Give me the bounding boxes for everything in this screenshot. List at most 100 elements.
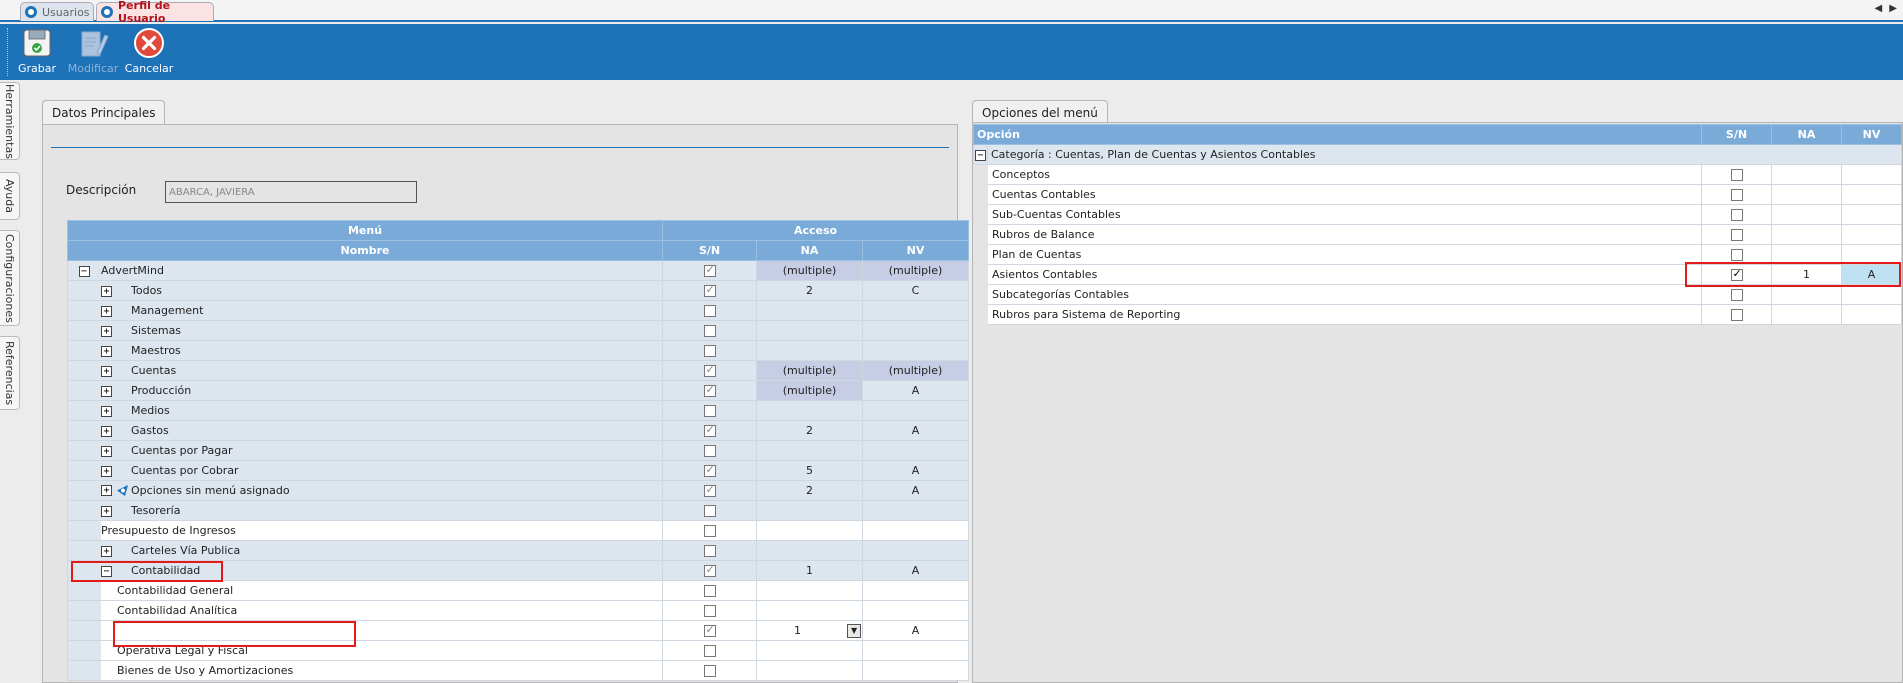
sn-checkbox[interactable] bbox=[1730, 309, 1743, 321]
na-cell[interactable]: 1 bbox=[756, 560, 864, 581]
nv-cell[interactable] bbox=[862, 660, 970, 681]
sn-cell[interactable] bbox=[1701, 264, 1772, 285]
na-cell[interactable] bbox=[1771, 164, 1842, 185]
option-name-cell[interactable]: Cuentas Contables bbox=[987, 184, 1702, 205]
table-row[interactable]: + Cuentas por Cobrar 5 A bbox=[67, 460, 970, 481]
row-name-cell[interactable]: + Cuentas por Pagar bbox=[100, 440, 664, 461]
option-row[interactable]: Subcategorías Contables bbox=[973, 284, 1902, 305]
sn-cell[interactable] bbox=[662, 420, 758, 441]
row-name-cell[interactable]: + Todos bbox=[100, 280, 664, 301]
expand-icon[interactable]: + bbox=[101, 545, 112, 557]
sn-cell[interactable] bbox=[1701, 164, 1772, 185]
sn-checkbox[interactable] bbox=[703, 345, 716, 357]
nv-cell[interactable] bbox=[862, 600, 970, 621]
table-row[interactable]: − Contabilidad 1 A bbox=[67, 560, 970, 581]
nv-cell[interactable] bbox=[862, 300, 970, 321]
table-row[interactable]: Presupuesto de Ingresos bbox=[67, 520, 970, 541]
sn-cell[interactable] bbox=[662, 380, 758, 401]
table-row[interactable]: −AdvertMind (multiple) (multiple) bbox=[67, 260, 970, 281]
row-name-cell[interactable]: Presupuesto de Ingresos bbox=[100, 520, 664, 541]
expand-icon[interactable]: + bbox=[101, 345, 112, 357]
expand-icon[interactable]: + bbox=[101, 505, 112, 517]
na-column-header[interactable]: NA bbox=[1771, 124, 1842, 145]
sn-checkbox[interactable] bbox=[703, 263, 716, 277]
option-name-cell[interactable]: Asientos Contables bbox=[987, 264, 1702, 285]
nv-cell[interactable] bbox=[862, 640, 970, 661]
table-row[interactable]: + Producción (multiple) A bbox=[67, 380, 970, 401]
sn-cell[interactable] bbox=[662, 540, 758, 561]
na-cell[interactable] bbox=[756, 520, 864, 541]
table-row[interactable]: Cuentas, Plan de Cuentas y Asientos Cont… bbox=[67, 620, 970, 641]
nv-cell[interactable] bbox=[862, 340, 970, 361]
nv-cell[interactable] bbox=[862, 500, 970, 521]
sn-checkbox[interactable] bbox=[703, 645, 716, 657]
name-column-header[interactable]: Nombre bbox=[66, 240, 664, 261]
sn-cell[interactable] bbox=[662, 600, 758, 621]
sn-cell[interactable] bbox=[662, 640, 758, 661]
sn-checkbox[interactable] bbox=[703, 623, 716, 637]
expand-icon[interactable]: + bbox=[101, 485, 112, 497]
nv-cell[interactable] bbox=[1841, 204, 1902, 225]
sn-cell[interactable] bbox=[662, 400, 758, 421]
description-field[interactable] bbox=[165, 181, 417, 203]
na-cell[interactable]: (multiple) bbox=[756, 380, 864, 401]
row-name-cell[interactable]: + Carteles Vía Publica bbox=[100, 540, 664, 561]
row-name-cell[interactable]: + Opciones sin menú asignado bbox=[100, 480, 664, 501]
na-cell[interactable]: 2 bbox=[756, 480, 864, 501]
side-tab-herramientas[interactable]: Herramientas bbox=[0, 82, 20, 160]
side-tab-referencias[interactable]: Referencias bbox=[0, 336, 20, 410]
sn-checkbox[interactable] bbox=[703, 405, 716, 417]
side-tab-ayuda[interactable]: Ayuda bbox=[0, 172, 20, 220]
option-row[interactable]: Cuentas Contables bbox=[973, 184, 1902, 205]
nv-cell[interactable] bbox=[1841, 224, 1902, 245]
sn-cell[interactable] bbox=[662, 460, 758, 481]
nv-cell[interactable]: A bbox=[862, 460, 970, 481]
sn-checkbox[interactable] bbox=[703, 505, 716, 517]
na-cell[interactable] bbox=[756, 400, 864, 421]
tab-datos-principales[interactable]: Datos Principales bbox=[42, 100, 166, 124]
expand-icon[interactable]: + bbox=[101, 405, 112, 417]
option-name-cell[interactable]: Sub-Cuentas Contables bbox=[987, 204, 1702, 225]
row-name-cell[interactable]: Bienes de Uso y Amortizaciones bbox=[100, 660, 664, 681]
sn-checkbox[interactable] bbox=[703, 463, 716, 477]
sn-checkbox[interactable] bbox=[1730, 249, 1743, 261]
nv-cell[interactable] bbox=[1841, 164, 1902, 185]
save-button[interactable]: Grabar bbox=[10, 26, 64, 75]
na-cell[interactable]: 1 ▼ bbox=[756, 620, 864, 641]
tab-usuarios[interactable]: Usuarios bbox=[20, 2, 94, 21]
na-cell[interactable] bbox=[756, 300, 864, 321]
na-cell[interactable] bbox=[756, 500, 864, 521]
row-name-cell[interactable]: + Gastos bbox=[100, 420, 664, 441]
na-cell[interactable] bbox=[1771, 284, 1842, 305]
sn-cell[interactable] bbox=[662, 620, 758, 641]
row-name-cell[interactable]: Contabilidad General bbox=[100, 580, 664, 601]
nv-cell[interactable]: A bbox=[862, 480, 970, 501]
expand-icon[interactable]: + bbox=[101, 285, 112, 297]
table-row[interactable]: + Todos 2 C bbox=[67, 280, 970, 301]
nv-cell[interactable] bbox=[862, 540, 970, 561]
sn-cell[interactable] bbox=[662, 260, 758, 281]
option-row[interactable]: Rubros de Balance bbox=[973, 224, 1902, 245]
sn-cell[interactable] bbox=[1701, 224, 1772, 245]
sn-cell[interactable] bbox=[1701, 184, 1772, 205]
expand-icon[interactable]: + bbox=[101, 445, 112, 457]
na-cell[interactable] bbox=[1771, 244, 1842, 265]
nv-cell[interactable] bbox=[862, 400, 970, 421]
sn-checkbox[interactable] bbox=[1730, 209, 1743, 221]
sn-checkbox[interactable] bbox=[703, 585, 716, 597]
sn-cell[interactable] bbox=[662, 520, 758, 541]
na-cell[interactable]: (multiple) bbox=[756, 260, 864, 281]
option-row[interactable]: Conceptos bbox=[973, 164, 1902, 185]
option-name-cell[interactable]: Rubros de Balance bbox=[987, 224, 1702, 245]
collapse-icon[interactable]: − bbox=[78, 265, 90, 277]
table-row[interactable]: Contabilidad General bbox=[67, 580, 970, 601]
table-row[interactable]: Operativa Legal y Fiscal bbox=[67, 640, 970, 661]
row-name-cell[interactable]: + Cuentas por Cobrar bbox=[100, 460, 664, 481]
sn-cell[interactable] bbox=[1701, 204, 1772, 225]
sn-checkbox[interactable] bbox=[703, 383, 716, 397]
nv-cell[interactable]: A bbox=[862, 420, 970, 441]
na-cell[interactable] bbox=[1771, 204, 1842, 225]
row-name-cell[interactable]: + Management bbox=[100, 300, 664, 321]
sn-checkbox[interactable] bbox=[703, 423, 716, 437]
nv-cell[interactable]: A bbox=[1841, 264, 1902, 285]
